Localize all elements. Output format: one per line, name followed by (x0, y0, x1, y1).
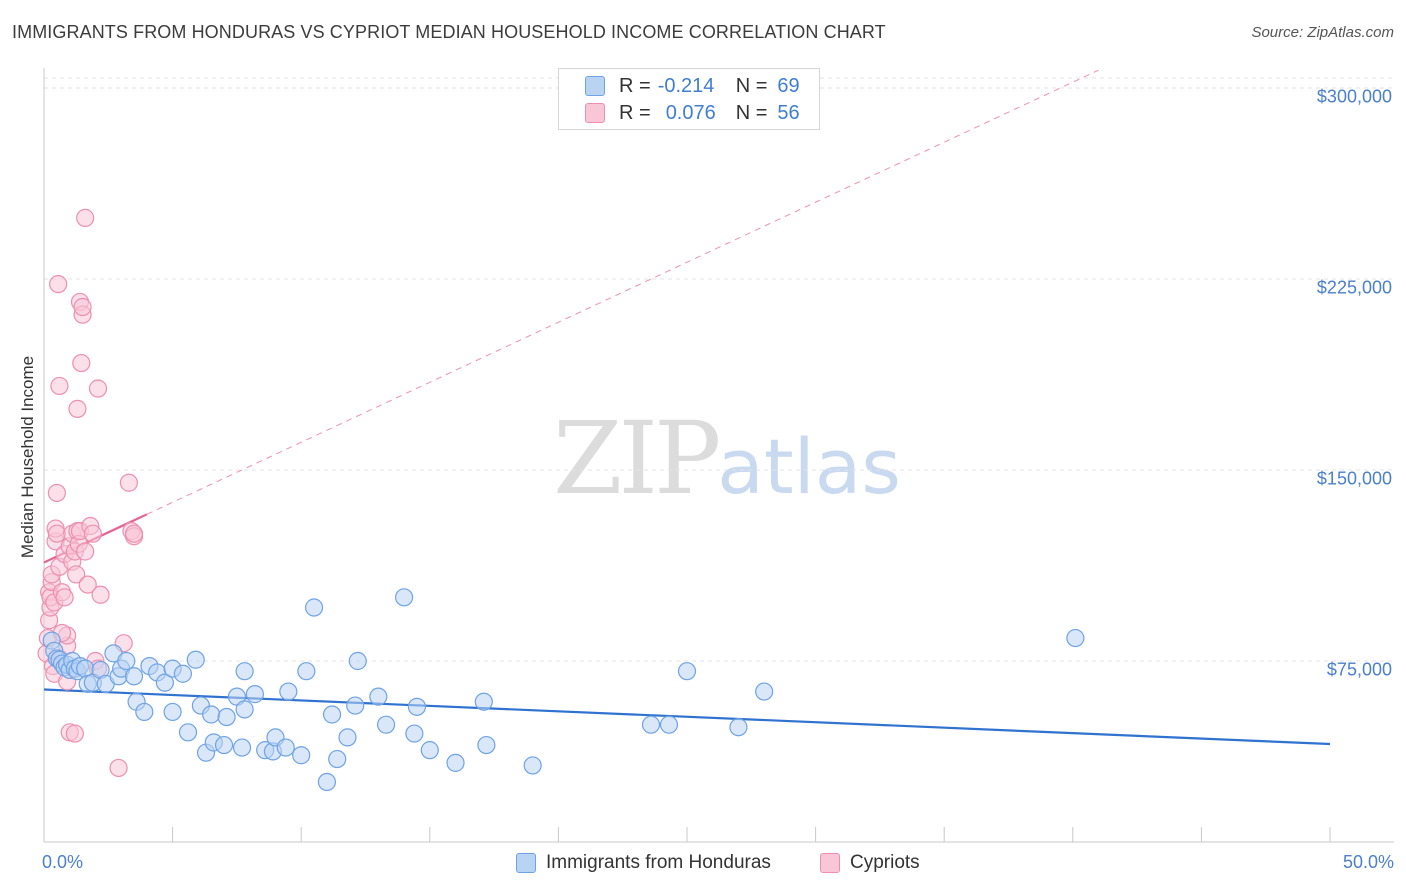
honduras-point (214, 735, 234, 755)
r-label: R = (619, 74, 651, 97)
gridlines (44, 77, 1394, 662)
legend-row-honduras: R = -0.214 N = 69 (559, 73, 800, 99)
legend-row-cypriots: R = 0.076 N = 56 (559, 100, 800, 126)
honduras-point (755, 682, 774, 701)
honduras-point (1066, 628, 1085, 648)
honduras-point (659, 715, 679, 734)
honduras-point (677, 662, 697, 681)
honduras-point (369, 687, 388, 706)
cypriots-point (67, 565, 86, 584)
cypriots-point (49, 274, 68, 294)
honduras-point (155, 673, 174, 692)
honduras-point (217, 707, 236, 727)
honduras-point (202, 705, 221, 724)
honduras-point (292, 746, 311, 765)
honduras-point (407, 697, 427, 716)
x-tick-label-max: 50.0% (1342, 852, 1394, 872)
honduras-point (235, 662, 254, 681)
correlation-legend: R = -0.214 N = 69 R = 0.076 N = 56 (558, 68, 820, 130)
y-tick-label-75000: $75,000 (1326, 659, 1392, 680)
cypriots-point (68, 399, 87, 418)
cypriots-point (65, 724, 84, 743)
watermark-atlas: atlas (717, 422, 901, 511)
honduras-point (523, 756, 542, 775)
honduras-point (124, 667, 144, 686)
cypriots-point (78, 575, 97, 594)
honduras-point (322, 705, 342, 724)
cypriots-r-value: 0.076 (665, 101, 716, 124)
y-tick-label-150000: $150,000 (1316, 468, 1392, 489)
honduras-point (186, 650, 205, 669)
y-tick-label-300000: $300,000 (1316, 86, 1392, 107)
cypriots-point (91, 585, 110, 604)
honduras-point (117, 651, 136, 671)
honduras-point (279, 682, 298, 701)
honduras-r-value: -0.214 (657, 74, 715, 97)
honduras-point (276, 738, 295, 757)
source-label: Source: ZipAtlas.com (1251, 24, 1394, 41)
honduras-n-value: 69 (777, 74, 800, 97)
cypriots-point (72, 353, 91, 373)
cypriots-trend-extension (146, 69, 1099, 515)
honduras-point (297, 662, 316, 681)
honduras-point (304, 598, 324, 617)
honduras-legend-swatch (516, 853, 536, 873)
honduras-point (173, 664, 192, 683)
honduras-swatch (585, 76, 605, 96)
y-axis-label: Median Household Income (18, 355, 37, 559)
cypriots-point (55, 588, 74, 607)
legend-item-honduras[interactable]: Immigrants from Honduras (516, 852, 771, 874)
x-tick-label-min: 0.0% (42, 852, 84, 872)
honduras-point (420, 741, 439, 760)
n-label: N = (735, 101, 768, 124)
honduras-point (135, 702, 154, 722)
chart-title: IMMIGRANTS FROM HONDURAS VS CYPRIOT MEDI… (12, 22, 886, 42)
honduras-point (405, 724, 424, 743)
honduras-point (317, 772, 337, 792)
honduras-point (477, 735, 496, 755)
axes (43, 68, 1394, 843)
cypriots-point (47, 483, 66, 503)
watermark: ZIPatlas (553, 400, 901, 517)
cypriots-point (124, 524, 144, 543)
y-tick-label-225000: $225,000 (1316, 277, 1392, 298)
honduras-point (376, 715, 396, 734)
honduras-point (338, 728, 357, 747)
honduras-point (348, 651, 367, 671)
cypriots-point (50, 376, 69, 396)
honduras-point (328, 749, 347, 769)
cypriots-swatch (585, 103, 605, 123)
cypriots-point (119, 473, 138, 492)
cypriots-point (76, 208, 95, 227)
cypriots-point (109, 758, 128, 778)
honduras-point (232, 738, 252, 757)
cypriots-legend-label: Cypriots (850, 852, 920, 873)
honduras-point (474, 692, 493, 711)
n-label: N = (735, 74, 768, 97)
cypriots-point (76, 542, 95, 561)
cypriots-legend-swatch (820, 853, 840, 873)
r-label: R = (619, 101, 651, 124)
honduras-point (245, 685, 265, 704)
trend-lines (43, 69, 1331, 746)
honduras-legend-label: Immigrants from Honduras (546, 852, 771, 873)
cypriots-point (47, 524, 66, 543)
series-legend: Immigrants from Honduras Cypriots (0, 852, 1406, 878)
honduras-point (641, 715, 661, 734)
honduras-point (394, 588, 414, 607)
honduras-point (163, 702, 182, 722)
legend-item-cypriots[interactable]: Cypriots (820, 852, 920, 874)
cypriots-point (88, 379, 108, 398)
honduras-point (346, 696, 365, 715)
honduras-point (235, 700, 254, 719)
cypriots-point (73, 297, 92, 317)
honduras-point (178, 723, 198, 742)
honduras-point (729, 718, 748, 737)
honduras-point (446, 753, 465, 772)
watermark-zip: ZIP (553, 400, 721, 517)
data-points (37, 208, 1085, 792)
cypriots-n-value: 56 (777, 101, 800, 124)
cypriots-point (83, 524, 102, 543)
